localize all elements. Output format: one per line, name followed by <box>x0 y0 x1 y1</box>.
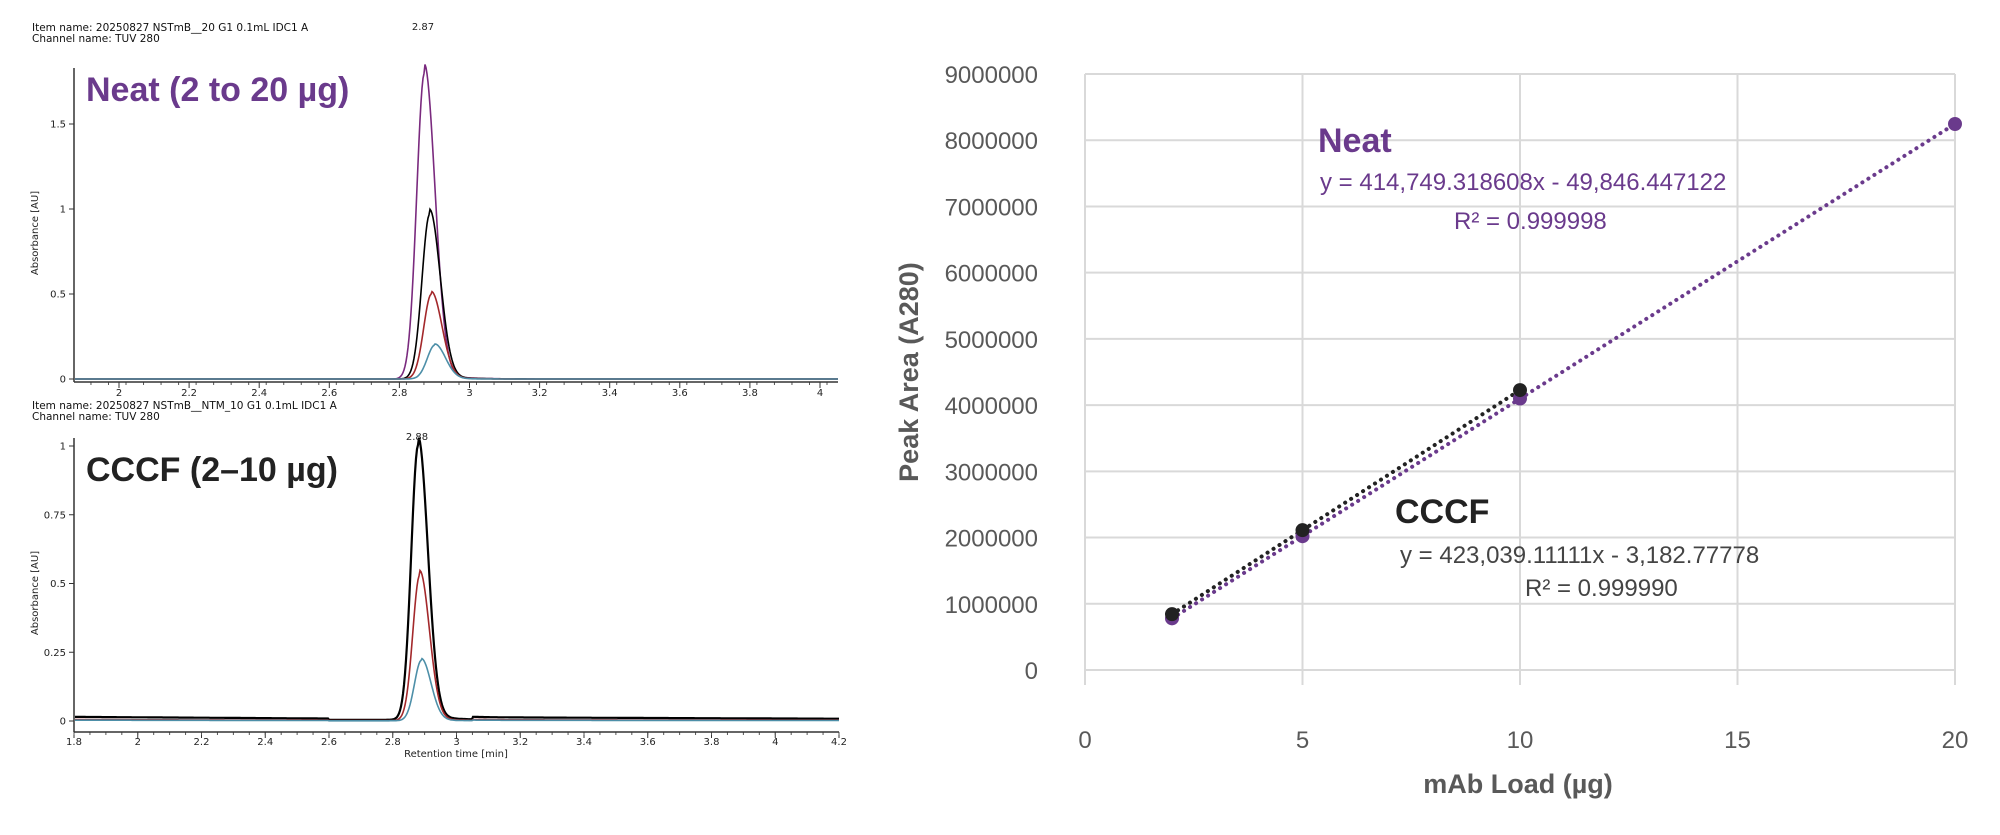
x-tick-label: 4 <box>772 737 778 748</box>
x-tick-label: 2.8 <box>391 388 407 399</box>
x-tick-label: 0 <box>1078 727 1091 754</box>
y-tick-label: 0.75 <box>44 510 66 521</box>
cccf-trendline <box>1170 388 1522 617</box>
x-tick-label: 3 <box>453 737 459 748</box>
y-tick-label: 4000000 <box>945 393 1038 420</box>
x-tick-label: 2 <box>116 388 122 399</box>
x-tick-label: 3.4 <box>576 737 592 748</box>
x-tick-label: 3.6 <box>672 388 688 399</box>
y-tick-label: 2000000 <box>945 526 1038 553</box>
cccf-chromatogram: Item name: 20250827 NSTmB__NTM_10 G1 0.1… <box>30 400 847 760</box>
y-axis-label: Absorbance [AU] <box>30 551 41 635</box>
x-tick-label: 4 <box>817 388 823 399</box>
neat-r2: R² = 0.999998 <box>1454 208 1607 235</box>
cccf-series-label: CCCF <box>1395 493 1489 531</box>
y-tick-label: 0 <box>60 375 66 386</box>
y-tick-label: 1 <box>60 205 66 216</box>
cccf-data-point <box>1513 383 1527 398</box>
x-tick-label: 3.6 <box>640 737 656 748</box>
y-tick-label: 7000000 <box>945 194 1038 221</box>
x-tick-label: 3.4 <box>602 388 618 399</box>
y-tick-label: 1 <box>60 442 66 453</box>
cccf-r2: R² = 0.999990 <box>1525 575 1678 602</box>
y-tick-label: 0.5 <box>50 290 66 301</box>
y-tick-label: 9000000 <box>945 62 1038 89</box>
chromatogram-trace <box>75 207 838 380</box>
x-tick-label: 2.4 <box>251 388 267 399</box>
cccf-data-point <box>1165 607 1179 622</box>
cccf-equation: y = 423,039.11111x - 3,182.77778 <box>1400 542 1759 569</box>
cccf-data-point <box>1295 523 1310 538</box>
x-tick-label: 3 <box>466 388 472 399</box>
peak-label: 2.87 <box>412 22 434 33</box>
chromatogram-trace <box>75 568 839 722</box>
x-tick-label: 2 <box>135 737 141 748</box>
y-tick-label: 6000000 <box>945 261 1038 288</box>
x-axis-label: Retention time [min] <box>404 749 508 760</box>
x-tick-label: 3.8 <box>742 388 758 399</box>
x-tick-label: 4.2 <box>831 737 847 748</box>
x-tick-label: 3.2 <box>532 388 548 399</box>
chromatogram-trace <box>75 437 839 721</box>
y-axis-label: Absorbance [AU] <box>30 191 41 275</box>
x-tick-label: 20 <box>1942 727 1969 754</box>
x-tick-label: 2.4 <box>257 737 273 748</box>
cccf-overlay-title: CCCF (2–10 µg) <box>86 451 338 489</box>
x-tick-label: 2.8 <box>385 737 401 748</box>
chromatogram-trace <box>75 64 838 380</box>
chromatogram-trace <box>75 657 839 722</box>
y-tick-label: 1000000 <box>945 592 1038 619</box>
x-tick-label: 5 <box>1296 727 1309 754</box>
x-tick-label: 2.2 <box>181 388 197 399</box>
channel-name: Channel name: TUV 280 <box>32 411 160 423</box>
y-tick-label: 3000000 <box>945 459 1038 486</box>
peak-label: 2.88 <box>406 432 428 443</box>
chromatogram-trace <box>75 343 838 380</box>
x-tick-label: 10 <box>1507 727 1534 754</box>
item-name: Item name: 20250827 NSTmB__20 G1 0.1mL I… <box>32 22 309 34</box>
y-tick-label: 0 <box>60 717 66 728</box>
x-tick-label: 15 <box>1724 727 1751 754</box>
neat-chromatogram: Item name: 20250827 NSTmB__20 G1 0.1mL I… <box>30 22 838 399</box>
y-axis-label: Peak Area (A280) <box>894 262 924 482</box>
neat-data-point <box>1948 116 1962 131</box>
x-tick-label: 2.6 <box>321 388 337 399</box>
neat-equation: y = 414,749.318608x - 49,846.447122 <box>1320 169 1726 196</box>
y-tick-label: 8000000 <box>945 128 1038 155</box>
y-tick-label: 0 <box>1025 658 1038 685</box>
y-tick-label: 1.5 <box>50 120 66 131</box>
x-tick-label: 3.8 <box>704 737 720 748</box>
x-axis-label: mAb Load (µg) <box>1423 769 1613 799</box>
y-tick-label: 5000000 <box>945 327 1038 354</box>
neat-series-label: Neat <box>1318 122 1392 160</box>
x-tick-label: 1.8 <box>66 737 82 748</box>
channel-name: Channel name: TUV 280 <box>32 33 160 45</box>
neat-overlay-title: Neat (2 to 20 µg) <box>86 71 349 109</box>
item-name: Item name: 20250827 NSTmB__NTM_10 G1 0.1… <box>32 400 338 412</box>
y-tick-label: 0.5 <box>50 579 66 590</box>
calibration-chart: 0 1000000 2000000 3000000 4000000 5000000 6000… <box>894 62 1968 799</box>
y-tick-label: 0.25 <box>44 648 66 659</box>
x-tick-label: 3.2 <box>512 737 528 748</box>
chromatogram-trace <box>75 290 838 380</box>
x-tick-label: 2.2 <box>194 737 210 748</box>
x-tick-label: 2.6 <box>321 737 337 748</box>
